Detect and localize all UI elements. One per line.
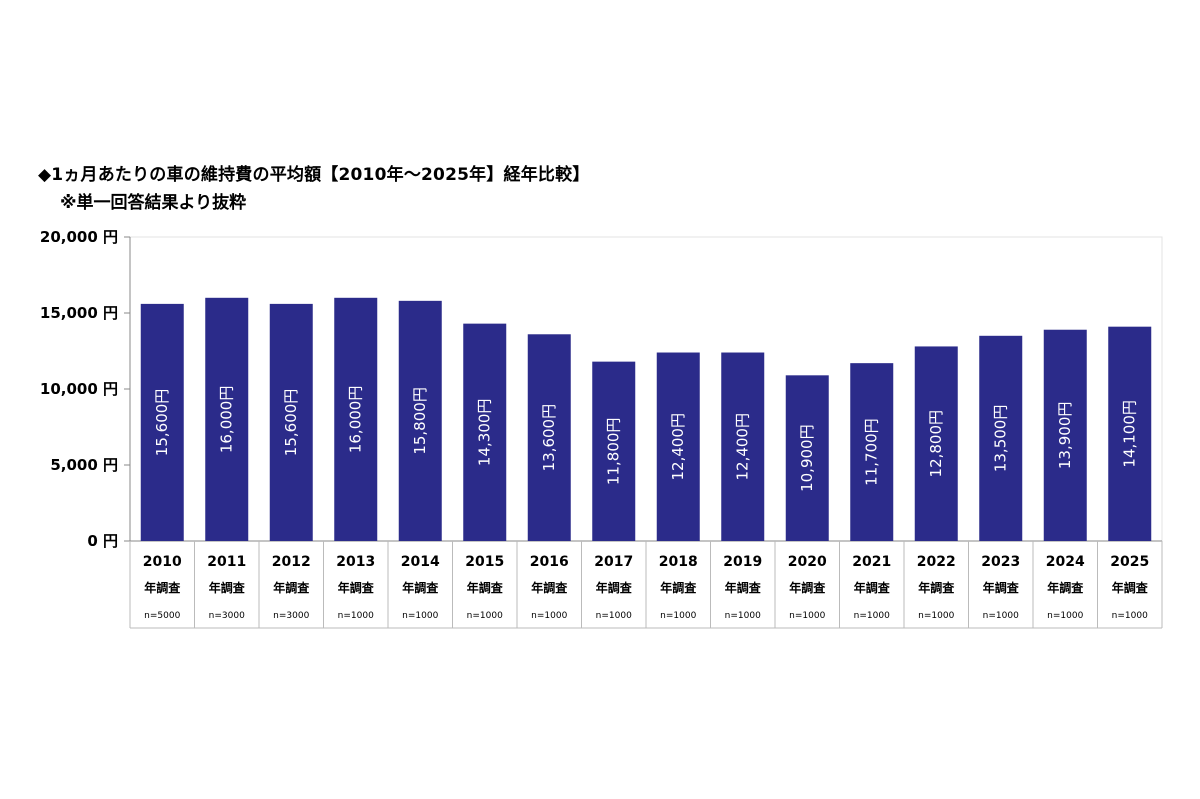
chart-subtitle: ※単一回答結果より抜粋: [60, 193, 247, 213]
bar: [334, 297, 378, 541]
category-sample-size: n=1000: [1112, 611, 1148, 621]
category-year-label: 2023: [981, 554, 1020, 570]
category-sample-size: n=1000: [918, 611, 954, 621]
bar-value-label: 12,400円: [734, 413, 752, 481]
bar: [398, 300, 442, 541]
category-survey-label: 年調査: [209, 580, 246, 595]
bar-value-label: 12,400円: [669, 413, 687, 481]
category-sample-size: n=1000: [789, 611, 825, 621]
bar: [1108, 326, 1152, 541]
category-survey-label: 年調査: [789, 580, 826, 595]
bar-value-label: 15,800円: [411, 387, 429, 455]
category-survey-label: 年調査: [273, 580, 310, 595]
category-sample-size: n=1000: [467, 611, 503, 621]
category-survey-label: 年調査: [854, 580, 891, 595]
category-year-label: 2011: [207, 554, 246, 570]
category-year-label: 2010: [143, 554, 182, 570]
bar: [850, 363, 894, 541]
bar-value-label: 13,500円: [992, 405, 1010, 473]
category-year-label: 2019: [723, 554, 762, 570]
category-year-label: 2012: [272, 554, 311, 570]
chart-title: ◆1ヵ月あたりの車の維持費の平均額【2010年～2025年】経年比較】: [38, 165, 590, 185]
category-year-label: 2013: [336, 554, 375, 570]
category-survey-label: 年調査: [660, 580, 697, 595]
y-tick-label: 20,000 円: [40, 228, 118, 246]
category-survey-label: 年調査: [467, 580, 504, 595]
y-tick-label: 15,000 円: [40, 304, 118, 322]
category-sample-size: n=1000: [983, 611, 1019, 621]
y-tick-label: 0 円: [87, 532, 118, 550]
category-survey-label: 年調査: [144, 580, 181, 595]
bar: [592, 361, 636, 541]
bar-value-label: 11,800円: [605, 418, 623, 486]
y-tick-label: 10,000 円: [40, 380, 118, 398]
category-year-label: 2015: [465, 554, 504, 570]
bar-value-label: 13,600円: [540, 404, 558, 472]
category-sample-size: n=1000: [660, 611, 696, 621]
bar-value-label: 10,900円: [798, 424, 816, 492]
category-sample-size: n=1000: [338, 611, 374, 621]
category-sample-size: n=1000: [854, 611, 890, 621]
bar: [463, 323, 507, 541]
bar: [527, 334, 571, 541]
category-sample-size: n=1000: [402, 611, 438, 621]
category-year-label: 2024: [1046, 554, 1085, 570]
bar: [140, 303, 184, 541]
category-survey-label: 年調査: [402, 580, 439, 595]
category-sample-size: n=3000: [273, 611, 309, 621]
category-survey-label: 年調査: [596, 580, 633, 595]
bar: [721, 352, 765, 541]
bar-value-label: 11,700円: [863, 418, 881, 486]
category-survey-label: 年調査: [918, 580, 955, 595]
bar-value-label: 15,600円: [282, 389, 300, 457]
category-year-label: 2022: [917, 554, 956, 570]
bar-value-label: 12,800円: [927, 410, 945, 478]
category-year-label: 2020: [788, 554, 827, 570]
bar: [785, 375, 829, 541]
category-year-label: 2018: [659, 554, 698, 570]
category-year-label: 2016: [530, 554, 569, 570]
category-sample-size: n=1000: [596, 611, 632, 621]
category-sample-size: n=1000: [531, 611, 567, 621]
category-year-label: 2021: [852, 554, 891, 570]
category-year-label: 2025: [1110, 554, 1149, 570]
bar: [205, 297, 249, 541]
bar-value-label: 15,600円: [153, 389, 171, 457]
bar-value-label: 16,000円: [347, 386, 365, 454]
y-tick-label: 5,000 円: [50, 456, 118, 474]
category-survey-label: 年調査: [338, 580, 375, 595]
bar: [269, 303, 313, 541]
category-year-label: 2014: [401, 554, 440, 570]
category-survey-label: 年調査: [1047, 580, 1084, 595]
bar-value-label: 14,300円: [476, 399, 494, 467]
category-survey-label: 年調査: [1112, 580, 1149, 595]
category-sample-size: n=1000: [725, 611, 761, 621]
bar: [914, 346, 958, 541]
bar-value-label: 16,000円: [218, 386, 236, 454]
category-sample-size: n=1000: [1047, 611, 1083, 621]
category-sample-size: n=3000: [209, 611, 245, 621]
bar-value-label: 13,900円: [1056, 402, 1074, 470]
category-survey-label: 年調査: [725, 580, 762, 595]
bar: [656, 352, 700, 541]
category-sample-size: n=5000: [144, 611, 180, 621]
bar: [1043, 329, 1087, 541]
bar-value-label: 14,100円: [1121, 400, 1139, 468]
bar: [979, 335, 1023, 541]
category-survey-label: 年調査: [531, 580, 568, 595]
category-year-label: 2017: [594, 554, 633, 570]
category-survey-label: 年調査: [983, 580, 1020, 595]
